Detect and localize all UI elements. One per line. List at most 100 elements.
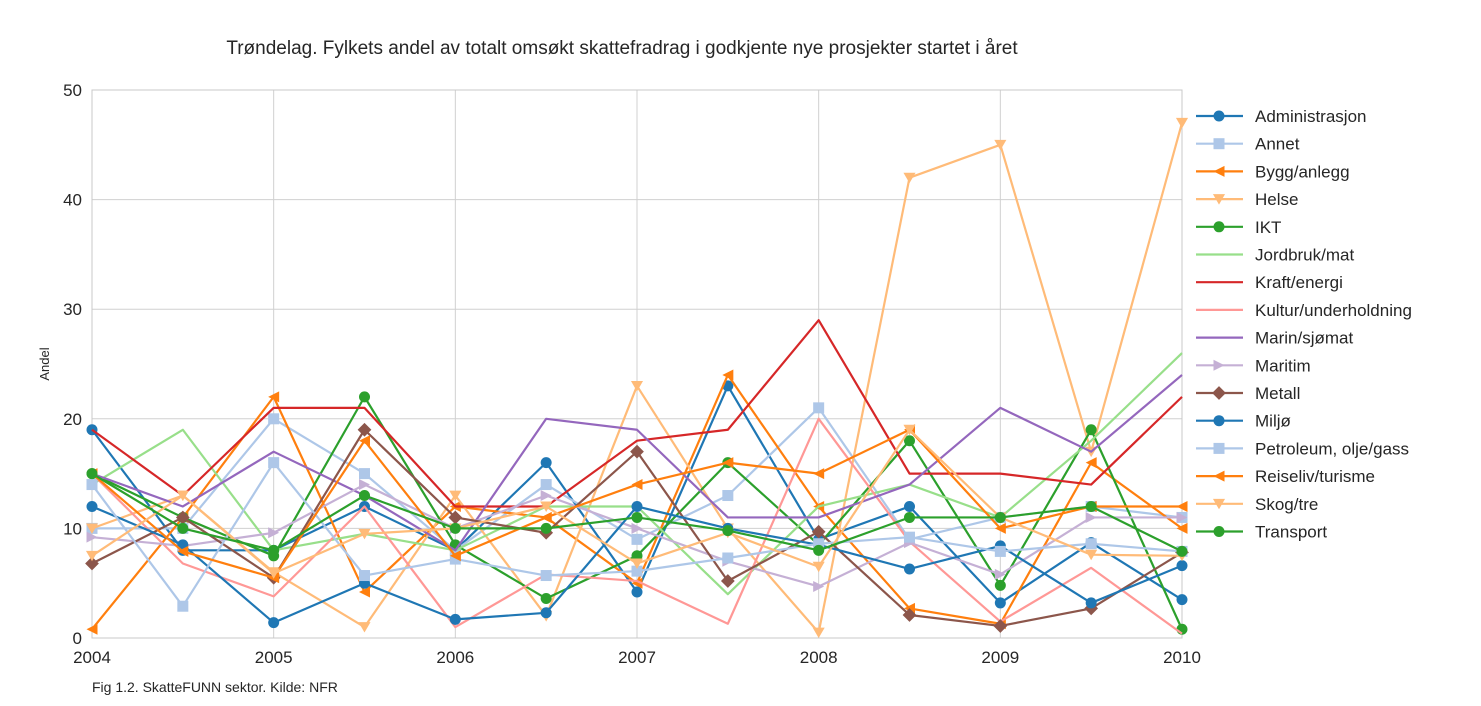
data-point (448, 510, 463, 525)
data-point (994, 139, 1007, 151)
y-tick-label: 10 (63, 519, 82, 538)
legend-item: Miljø (1196, 412, 1291, 431)
data-point (904, 563, 915, 575)
data-point (630, 444, 644, 459)
chart-title: Trøndelag. Fylkets andel av totalt omsøk… (226, 38, 1018, 59)
x-tick-label: 2004 (73, 648, 111, 667)
data-point (630, 380, 644, 392)
legend-label: Petroleum, olje/gass (1255, 439, 1409, 458)
data-point (722, 369, 734, 381)
legend-label: Marin/sjømat (1255, 329, 1354, 348)
data-point (631, 479, 643, 491)
legend-item: Jordbruk/mat (1196, 246, 1354, 265)
y-tick-label: 0 (73, 629, 82, 648)
data-point (902, 608, 917, 622)
series-group (85, 117, 1189, 639)
data-point (813, 580, 825, 592)
x-tick-label: 2009 (981, 648, 1019, 667)
y-tick-label: 30 (63, 300, 82, 319)
legend-item: Kultur/underholdning (1196, 301, 1412, 320)
series-16 (86, 468, 1188, 557)
data-point (86, 468, 98, 480)
data-point (903, 424, 916, 436)
data-point (631, 533, 643, 545)
data-point (359, 391, 370, 403)
legend-label: Administrasjon (1255, 107, 1367, 126)
x-axis-ticks: 2004 2005 2006 2007 2008 2009 2010 (73, 648, 1201, 667)
data-point (1212, 386, 1226, 400)
legend-label: Jordbruk/mat (1255, 246, 1354, 265)
x-tick-label: 2005 (255, 648, 293, 667)
data-point (358, 528, 371, 540)
x-tick-label: 2006 (436, 648, 474, 667)
legend-item: Skog/tre (1196, 495, 1318, 514)
plot-area-frame (91, 89, 1183, 639)
data-point (813, 538, 825, 550)
data-point (85, 550, 99, 562)
data-point (268, 391, 280, 403)
data-point (1176, 560, 1188, 572)
series-7 (91, 319, 1183, 508)
data-point (1175, 117, 1189, 129)
data-point (86, 479, 98, 491)
data-point (85, 556, 99, 571)
data-point (1213, 359, 1225, 371)
data-point (177, 522, 189, 534)
data-point (357, 422, 372, 437)
legend-item: Reiseliv/turisme (1196, 467, 1375, 486)
data-point (1176, 511, 1188, 523)
legend-item: Petroleum, olje/gass (1196, 439, 1409, 458)
data-point (720, 574, 735, 588)
data-point (1085, 597, 1097, 609)
data-point (449, 553, 461, 565)
data-point (1085, 500, 1097, 512)
data-point (1085, 538, 1097, 550)
data-point (268, 527, 280, 539)
legend-label: Skog/tre (1255, 495, 1318, 514)
data-point (631, 500, 643, 512)
data-point (358, 622, 371, 633)
data-point (813, 544, 825, 556)
data-point (994, 545, 1006, 557)
legend-item: Administrasjon (1196, 107, 1367, 126)
data-point (993, 619, 1008, 633)
data-point (1212, 498, 1226, 510)
data-point (813, 468, 825, 480)
data-point (994, 511, 1006, 523)
data-point (86, 500, 98, 512)
legend-label: Transport (1255, 523, 1327, 542)
data-point (1213, 221, 1225, 233)
legend-label: Metall (1255, 384, 1300, 403)
y-axis-label: Andel (37, 347, 52, 380)
data-point (904, 435, 915, 447)
legend: Administrasjon Annet Bygg/anlegg Helse IKT Jo… (1196, 107, 1412, 542)
data-point (86, 531, 98, 543)
x-tick-label: 2010 (1163, 648, 1201, 667)
y-tick-label: 40 (63, 191, 82, 210)
data-point (540, 522, 552, 534)
data-point (630, 558, 644, 569)
data-point (631, 565, 643, 577)
data-point (904, 500, 915, 512)
y-axis-ticks: 0 10 20 30 40 50 (63, 81, 82, 648)
legend-label: Helse (1255, 190, 1298, 209)
data-point (1213, 526, 1225, 537)
data-point (631, 577, 643, 589)
legend-item: IKT (1196, 218, 1281, 237)
data-point (359, 490, 370, 502)
data-point (359, 586, 370, 598)
data-point (177, 600, 189, 612)
legend-item: Bygg/anlegg (1196, 162, 1350, 181)
legend-label: Kultur/underholdning (1255, 301, 1412, 320)
legend-label: Maritim (1255, 356, 1311, 375)
legend-label: Miljø (1255, 412, 1291, 431)
data-point (1213, 470, 1225, 482)
data-point (540, 570, 552, 582)
data-point (177, 545, 189, 557)
legend-item: Maritim (1196, 356, 1311, 375)
data-point (175, 510, 190, 525)
data-point (449, 490, 462, 502)
data-point (176, 490, 189, 502)
data-point (811, 524, 826, 539)
